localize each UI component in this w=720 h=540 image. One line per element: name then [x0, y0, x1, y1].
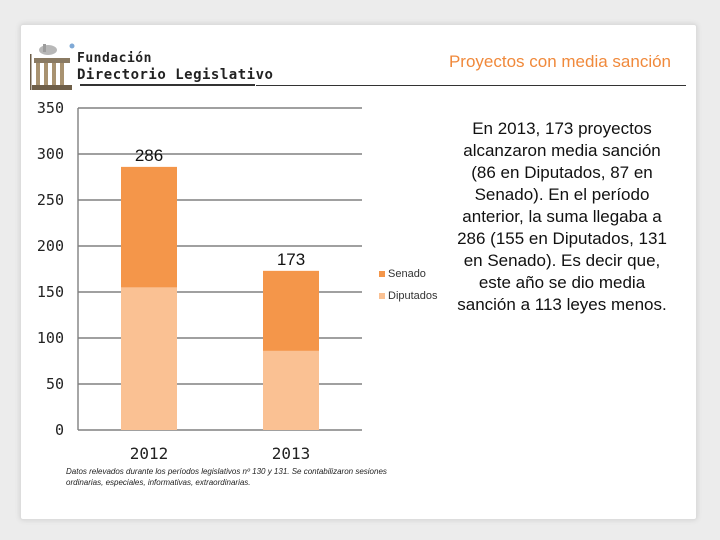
- logo-line-2: Directorio Legislativo: [77, 67, 274, 83]
- legend-item-diputados: Diputados: [379, 285, 438, 307]
- logo-emblem-icon: [30, 43, 255, 90]
- legend-item-senado: Senado: [379, 263, 438, 285]
- logo-wordmark: Fundación Directorio Legislativo: [77, 52, 273, 84]
- legend-swatch-senado: [379, 271, 385, 277]
- building-icon: [30, 43, 75, 90]
- y-tick-label: 200: [37, 237, 64, 255]
- y-tick-label: 50: [46, 375, 64, 393]
- y-tick-label: 250: [37, 191, 64, 209]
- summary-text: En 2013, 173 proyectos alcanzaron media …: [457, 119, 667, 314]
- page-title: Proyectos con media sanción: [448, 52, 671, 71]
- legend-swatch-diputados: [379, 293, 385, 299]
- bar-senado-2013: [263, 270, 319, 351]
- y-tick-label: 0: [55, 421, 64, 439]
- chart-legend: Senado Diputados: [379, 263, 438, 307]
- y-tick-label: 350: [37, 99, 64, 117]
- logo-line-1: Fundación: [77, 51, 152, 66]
- bar-diputados-2012: [121, 287, 177, 430]
- x-tick-label: 2012: [130, 444, 169, 463]
- footnote: Datos relevados durante los períodos leg…: [66, 467, 387, 487]
- legend-label-diputados: Diputados: [388, 290, 438, 302]
- bar-total-label: 286: [135, 146, 163, 165]
- bar-diputados-2013: [263, 350, 319, 430]
- y-tick-label: 300: [37, 145, 64, 163]
- legend-label-senado: Senado: [388, 268, 426, 280]
- y-tick-label: 150: [37, 283, 64, 301]
- bar-senado-2012: [121, 166, 177, 288]
- bar-total-label: 173: [277, 250, 305, 269]
- x-tick-label: 2013: [272, 444, 311, 463]
- y-tick-label: 100: [37, 329, 64, 347]
- title-divider: [256, 85, 686, 86]
